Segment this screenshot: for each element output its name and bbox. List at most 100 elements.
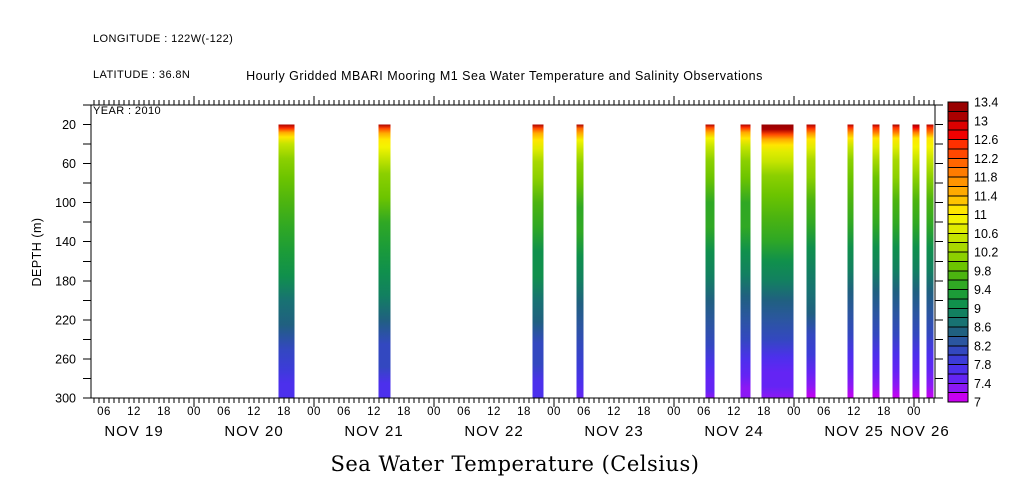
temperature-profile-bar: [847, 124, 854, 398]
hour-tick-label: 06: [457, 406, 471, 418]
colorbar-cell: [947, 298, 969, 309]
colorbar-tick-label: 9.8: [974, 264, 991, 278]
depth-tick-label: 180: [55, 274, 76, 288]
station-info: LONGITUDE : 122W(-122) LATITUDE : 36.8N …: [93, 9, 233, 141]
hour-tick-label: 12: [727, 406, 741, 418]
day-label: NOV 24: [704, 423, 763, 440]
hour-tick-label: 12: [487, 406, 501, 418]
hour-tick-label: 18: [397, 406, 411, 418]
hour-tick-label: 00: [187, 406, 201, 418]
colorbar-cell: [947, 223, 969, 234]
hour-tick-label: 00: [907, 406, 921, 418]
temperature-profile-bar: [278, 124, 295, 398]
colorbar-cell: [947, 129, 969, 141]
colorbar-cell: [947, 204, 969, 216]
temperature-profile-bar: [926, 124, 934, 398]
day-label: NOV 19: [104, 423, 163, 440]
depth-tick-label: 300: [55, 392, 76, 406]
colorbar-cell: [947, 157, 969, 169]
colorbar-tick-label: 9: [974, 302, 981, 316]
day-label: NOV 26: [890, 423, 949, 440]
depth-tick-label: 140: [55, 235, 76, 249]
hour-tick-label: 18: [637, 406, 651, 418]
colorbar-cell: [947, 101, 969, 112]
temperature-profile-bar: [378, 124, 391, 398]
temperature-profile-bar: [806, 124, 816, 398]
depth-tick-label: 100: [55, 196, 76, 210]
colorbar-cell: [947, 317, 969, 328]
hour-tick-label: 06: [217, 406, 231, 418]
colorbar-cell: [947, 326, 969, 337]
colorbar-cell: [947, 195, 969, 206]
colorbar-cell: [947, 148, 969, 159]
colorbar-cell: [947, 214, 969, 225]
hour-tick-label: 18: [517, 406, 531, 418]
colorbar-tick-label: 12.2: [974, 152, 998, 166]
colorbar-cell: [947, 120, 969, 131]
depth-tick-label: 220: [55, 313, 76, 327]
depth-tick-label: 20: [62, 118, 76, 132]
hour-tick-label: 06: [697, 406, 711, 418]
hour-tick-label: 12: [847, 406, 861, 418]
day-label: NOV 21: [344, 423, 403, 440]
colorbar-cell: [947, 242, 969, 253]
colorbar-cell: [947, 289, 969, 300]
temperature-profile-bar: [761, 124, 794, 398]
colorbar-cell: [947, 232, 969, 244]
colorbar-cell: [947, 110, 969, 122]
colorbar-cell: [947, 260, 969, 272]
colorbar-tick-label: 13.4: [974, 96, 998, 110]
longitude-label: LONGITUDE : 122W(-122): [93, 33, 234, 45]
hour-tick-label: 06: [337, 406, 351, 418]
colorbar-cell: [947, 354, 969, 366]
colorbar-cell: [947, 176, 969, 187]
colorbar-cell: [947, 307, 969, 319]
hour-tick-label: 00: [427, 406, 441, 418]
colorbar-tick-label: 8.6: [974, 321, 991, 335]
day-label: NOV 20: [224, 423, 283, 440]
temperature-profile-bar: [576, 124, 584, 398]
colorbar-cell: [947, 373, 969, 384]
chart-title: Hourly Gridded MBARI Mooring M1 Sea Wate…: [246, 69, 763, 83]
colorbar-tick-label: 11.8: [974, 171, 997, 185]
temperature-profile-bar: [872, 124, 880, 398]
colorbar-tick-label: 7.4: [974, 377, 991, 391]
colorbar-cell: [947, 392, 969, 403]
colorbar-cell: [947, 335, 969, 347]
hour-tick-label: 12: [367, 406, 381, 418]
colorbar-cell: [947, 364, 969, 375]
colorbar-tick-label: 12.6: [974, 133, 998, 147]
colorbar-tick-label: 10.2: [974, 246, 998, 260]
year-label: YEAR : 2010: [93, 105, 161, 117]
colorbar-tick-label: 11.4: [974, 189, 997, 203]
colorbar-cell: [947, 382, 969, 394]
hour-tick-label: 00: [547, 406, 561, 418]
colorbar-cell: [947, 167, 969, 178]
temperature-profile-bar: [532, 124, 544, 398]
colorbar-cell: [947, 185, 969, 197]
depth-tick-label: 260: [55, 352, 76, 366]
hour-tick-label: 06: [97, 406, 111, 418]
temperature-profile-bar: [912, 124, 920, 398]
colorbar-cell: [947, 345, 969, 356]
day-label: NOV 23: [584, 423, 643, 440]
hour-tick-label: 06: [817, 406, 831, 418]
colorbar-tick-label: 7.8: [974, 358, 991, 372]
hour-tick-label: 06: [577, 406, 591, 418]
hour-tick-label: 00: [667, 406, 681, 418]
hour-tick-label: 12: [247, 406, 261, 418]
colorbar-cell: [947, 139, 969, 150]
hour-tick-label: 18: [277, 406, 291, 418]
hour-tick-label: 00: [307, 406, 321, 418]
colorbar-cell: [947, 270, 969, 281]
hour-tick-label: 18: [757, 406, 771, 418]
hour-tick-label: 18: [877, 406, 891, 418]
hour-tick-label: 12: [127, 406, 141, 418]
temperature-profile-bar: [740, 124, 751, 398]
colorbar-tick-label: 8.2: [974, 339, 991, 353]
temperature-profile-bar: [892, 124, 900, 398]
hour-tick-label: 00: [787, 406, 801, 418]
